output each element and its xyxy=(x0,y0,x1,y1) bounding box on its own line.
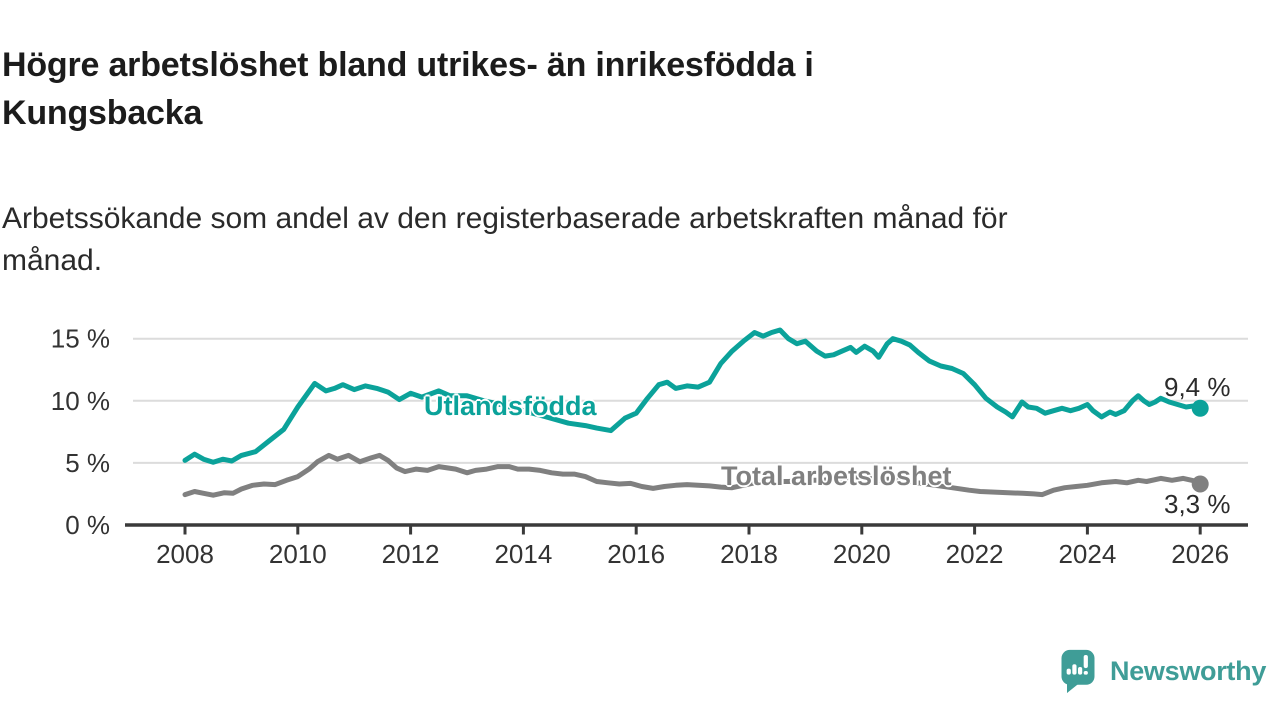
y-tick-label: 15 % xyxy=(51,324,110,354)
y-tick-label: 5 % xyxy=(65,448,110,478)
end-dot-utlandsfodda xyxy=(1191,399,1209,417)
x-tick-label: 2012 xyxy=(382,539,440,569)
newsworthy-speech-bubble-bar-chart-icon xyxy=(1056,646,1100,696)
x-tick-label: 2020 xyxy=(833,539,891,569)
x-tick-label: 2022 xyxy=(946,539,1004,569)
chart-subtitle: Arbetssökande som andel av den registerb… xyxy=(2,202,1008,277)
x-tick-label: 2016 xyxy=(607,539,665,569)
x-tick-label: 2018 xyxy=(720,539,778,569)
newsworthy-logo-text: Newsworthy xyxy=(1110,655,1267,686)
x-tick-label: 2014 xyxy=(494,539,552,569)
series-label-total-arbetsloshet: Total arbetslöshet xyxy=(721,461,952,491)
line-total-arbetsloshet xyxy=(182,452,1203,498)
end-value-label-total: 3,3 % xyxy=(1164,489,1231,519)
end-value-label-utlandsfodda: 9,4 % xyxy=(1164,372,1231,402)
end-dot-total xyxy=(1191,475,1209,493)
x-tick-label: 2026 xyxy=(1171,539,1229,569)
x-tick-label: 2008 xyxy=(156,539,214,569)
x-tick-label: 2010 xyxy=(269,539,327,569)
newsworthy-logo: Newsworthy xyxy=(1056,646,1266,696)
y-tick-label: 0 % xyxy=(65,510,110,540)
line-utlandsfodda xyxy=(182,327,1203,465)
page-title: Högre arbetslöshet bland utrikes- än inr… xyxy=(2,45,814,132)
series-label-utlandsfodda: Utlandsfödda xyxy=(424,391,597,421)
y-tick-label: 10 % xyxy=(51,386,110,416)
x-tick-label: 2024 xyxy=(1058,539,1116,569)
